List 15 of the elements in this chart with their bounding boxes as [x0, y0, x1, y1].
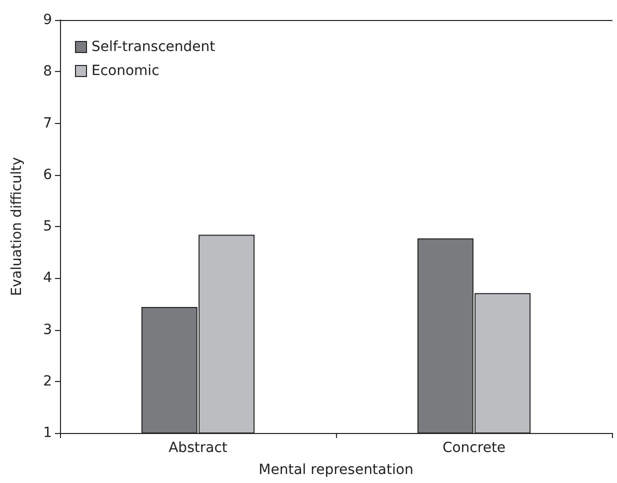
y-tick-label: 9 — [43, 12, 52, 28]
legend-label: Self-transcendent — [92, 39, 216, 55]
legend-label: Economic — [92, 63, 160, 79]
y-axis-title: Evaluation difficulty — [9, 157, 25, 296]
x-tick-label: Abstract — [168, 440, 228, 456]
y-tick-label: 8 — [43, 64, 52, 80]
y-tick-label: 3 — [43, 322, 52, 338]
x-tick-label: Concrete — [442, 440, 506, 456]
y-tick-label: 2 — [43, 373, 52, 390]
x-axis-title: Mental representation — [258, 462, 414, 478]
y-tick-label: 6 — [43, 166, 52, 183]
y-tick-label: 1 — [43, 425, 52, 441]
y-tick-label: 5 — [43, 218, 52, 234]
y-tick-label: 4 — [43, 270, 52, 286]
y-tick-label: 7 — [43, 115, 52, 132]
